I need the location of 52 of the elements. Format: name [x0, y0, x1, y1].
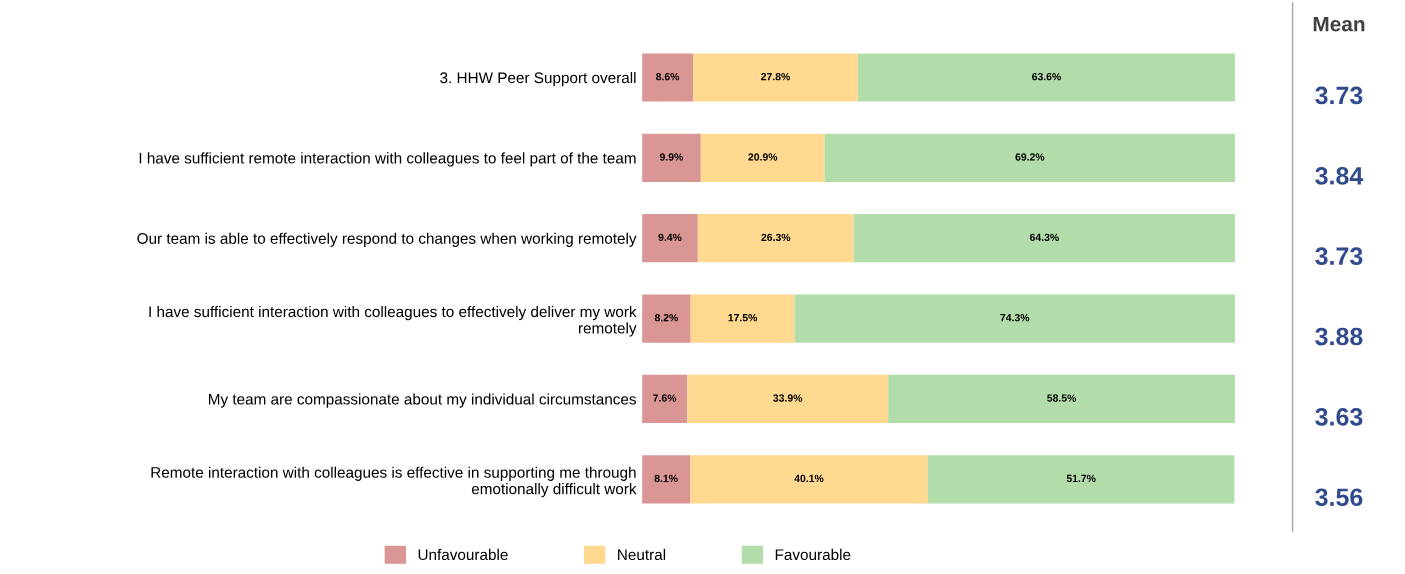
text: 3.56	[1315, 488, 1363, 507]
data-label: 9.9%	[659, 153, 684, 161]
data-label: 64.3%	[1029, 233, 1059, 242]
y-tick-label: 3. HHW Peer Support overall	[440, 71, 636, 87]
bar	[700, 133, 825, 182]
text: 3.63	[1315, 408, 1363, 426]
data-label: 9.4%	[658, 233, 682, 242]
text: 3.73	[1315, 86, 1363, 105]
bar	[642, 214, 698, 263]
y-tick-label: Our team is able to effectively respond to changes when working remotely	[137, 232, 637, 247]
bar	[888, 374, 1235, 424]
bar	[857, 53, 1235, 102]
data-label: 26.3%	[761, 233, 791, 242]
bar	[642, 455, 691, 504]
bar	[927, 455, 1235, 504]
data-label: 7.6%	[653, 394, 677, 402]
data-label: 17.5%	[728, 314, 758, 322]
data-label: 58.5%	[1047, 394, 1077, 402]
data-label: 20.9%	[748, 153, 778, 161]
bar	[642, 53, 694, 102]
data-label: 8.6%	[656, 72, 680, 81]
data-label: 27.8%	[761, 72, 790, 81]
text: 3.88	[1315, 327, 1363, 346]
bar	[853, 214, 1235, 263]
data-label: 8.1%	[654, 474, 678, 483]
data-label: 33.9%	[773, 394, 803, 402]
bar	[697, 214, 854, 263]
text: Mean	[1313, 16, 1365, 32]
y-tick-label: Remote interaction with colleagues is effective in supporting me through emotionally difficult work	[151, 466, 637, 498]
y-tick-label: I have sufficient interaction with colleagues to effectively deliver my work remotely	[149, 305, 637, 337]
legend-label: Neutral	[618, 548, 666, 561]
data-label: 40.1%	[794, 474, 824, 483]
bar	[794, 294, 1235, 343]
bar	[687, 374, 889, 424]
bar	[824, 133, 1235, 182]
bar	[690, 294, 795, 343]
bar	[690, 455, 928, 504]
legend-label: Favourable	[775, 548, 851, 561]
y-tick-label: I have sufficient remote interaction with colleagues to feel part of the team	[139, 152, 636, 167]
data-label: 69.2%	[1015, 153, 1045, 161]
bar	[642, 133, 701, 182]
data-label: 8.2%	[654, 313, 678, 322]
bar	[642, 374, 688, 424]
bar	[642, 294, 691, 343]
y-tick-label: My team are compassionate about my individual circumstances	[209, 393, 637, 408]
text: 3.73	[1315, 247, 1363, 266]
bar	[693, 53, 858, 102]
data-label: 63.6%	[1032, 72, 1061, 81]
legend-label: Unfavourable	[418, 548, 508, 561]
data-label: 74.3%	[1000, 313, 1030, 322]
data-label: 51.7%	[1066, 474, 1096, 483]
text: 3.84	[1315, 166, 1364, 185]
